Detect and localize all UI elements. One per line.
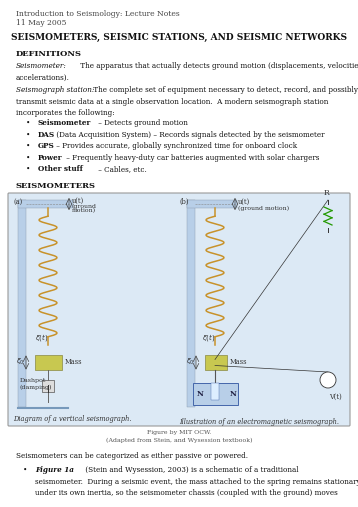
Text: (Adapted from Stein, and Wysession textbook): (Adapted from Stein, and Wysession textb… xyxy=(106,438,252,443)
Text: transmit seismic data at a single observation location.  A modern seismograph st: transmit seismic data at a single observ… xyxy=(16,97,328,105)
Text: (ground motion): (ground motion) xyxy=(238,205,289,210)
Text: (Stein and Wysession, 2003) is a schematic of a traditional: (Stein and Wysession, 2003) is a schemat… xyxy=(83,466,301,474)
Text: The apparatus that actually detects ground motion (displacements, velocities, or: The apparatus that actually detects grou… xyxy=(78,62,358,70)
Text: $\xi_0$: $\xi_0$ xyxy=(16,356,25,367)
Text: •: • xyxy=(26,142,30,150)
Text: Seismograph station:: Seismograph station: xyxy=(16,86,95,94)
Text: V: V xyxy=(325,376,330,383)
Text: Illustration of an electromagnetic seismograph.: Illustration of an electromagnetic seism… xyxy=(179,418,339,426)
Text: •: • xyxy=(26,165,30,173)
Text: SEISMOMETERS, SEISMIC STATIONS, AND SEISMIC NETWORKS: SEISMOMETERS, SEISMIC STATIONS, AND SEIS… xyxy=(11,33,347,42)
Text: – Detects ground motion: – Detects ground motion xyxy=(96,119,188,127)
Text: accelerations).: accelerations). xyxy=(16,74,70,82)
Bar xyxy=(211,383,219,400)
Text: $\xi_0$: $\xi_0$ xyxy=(186,356,195,367)
Text: Figure by MIT OCW.: Figure by MIT OCW. xyxy=(147,430,211,435)
Bar xyxy=(205,355,227,370)
Text: N: N xyxy=(229,390,236,398)
Text: Seismometer: Seismometer xyxy=(38,119,91,127)
Text: •: • xyxy=(26,130,30,138)
Text: Mass: Mass xyxy=(65,358,82,367)
Text: (ground: (ground xyxy=(72,203,97,209)
Circle shape xyxy=(320,372,336,388)
Text: V(t): V(t) xyxy=(329,393,342,401)
Text: N: N xyxy=(197,390,203,398)
Text: Seismometers can be categorized as either passive or powered.: Seismometers can be categorized as eithe… xyxy=(16,452,248,460)
FancyBboxPatch shape xyxy=(8,193,350,426)
Text: $\xi(t)$: $\xi(t)$ xyxy=(35,332,49,343)
Text: The complete set of equipment necessary to detect, record, and possibly: The complete set of equipment necessary … xyxy=(91,86,358,94)
Text: – Cables, etc.: – Cables, etc. xyxy=(96,165,147,173)
Text: •: • xyxy=(26,154,30,162)
Text: u(t): u(t) xyxy=(238,198,250,206)
Text: Seismometer:: Seismometer: xyxy=(16,62,67,70)
Text: incorporates the following:: incorporates the following: xyxy=(16,109,115,117)
Text: R: R xyxy=(324,189,330,197)
Text: – Provides accurate, globally synchronized time for onboard clock: – Provides accurate, globally synchroniz… xyxy=(54,142,297,150)
Text: •: • xyxy=(26,119,30,127)
Text: Mass: Mass xyxy=(230,358,247,367)
Bar xyxy=(187,200,237,208)
Text: Diagram of a vertical seismograph.: Diagram of a vertical seismograph. xyxy=(13,415,131,423)
Text: – Frequently heavy-duty car batteries augmented with solar chargers: – Frequently heavy-duty car batteries au… xyxy=(64,154,320,162)
Text: Dashpot
(damping): Dashpot (damping) xyxy=(20,378,53,389)
Text: SEISMOMETERS: SEISMOMETERS xyxy=(16,182,96,190)
Bar xyxy=(42,380,54,392)
Text: under its own inertia, so the seismometer chassis (coupled with the ground) move: under its own inertia, so the seismomete… xyxy=(35,489,338,497)
Text: seismometer.  During a seismic event, the mass attached to the spring remains st: seismometer. During a seismic event, the… xyxy=(35,478,358,486)
Text: Figure 1a: Figure 1a xyxy=(35,466,74,474)
Text: (a): (a) xyxy=(13,198,22,206)
Text: motion): motion) xyxy=(72,208,96,213)
Bar xyxy=(193,383,237,405)
Text: 11 May 2005: 11 May 2005 xyxy=(16,19,67,27)
Bar xyxy=(35,355,62,370)
Text: (b): (b) xyxy=(179,198,189,206)
Text: DAS: DAS xyxy=(38,130,55,138)
Text: Power: Power xyxy=(38,154,63,162)
Text: GPS: GPS xyxy=(38,142,55,150)
Text: S: S xyxy=(213,390,218,398)
Text: DEFINITIONS: DEFINITIONS xyxy=(16,50,82,58)
Text: •: • xyxy=(23,466,27,474)
Text: Other stuff: Other stuff xyxy=(38,165,83,173)
Bar xyxy=(18,200,26,407)
Text: $\xi(t)$: $\xi(t)$ xyxy=(202,332,216,343)
Text: u(t): u(t) xyxy=(72,197,84,205)
Text: (Data Acquisition System) – Records signals detected by the seismometer: (Data Acquisition System) – Records sign… xyxy=(54,130,324,138)
Bar xyxy=(187,200,195,407)
Bar xyxy=(18,200,73,208)
Text: Introduction to Seismology: Lecture Notes: Introduction to Seismology: Lecture Note… xyxy=(16,10,180,18)
